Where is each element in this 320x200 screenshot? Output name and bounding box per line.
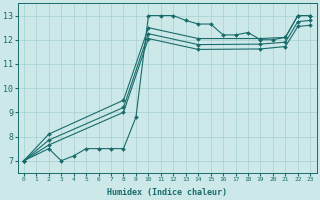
X-axis label: Humidex (Indice chaleur): Humidex (Indice chaleur) <box>107 188 227 197</box>
